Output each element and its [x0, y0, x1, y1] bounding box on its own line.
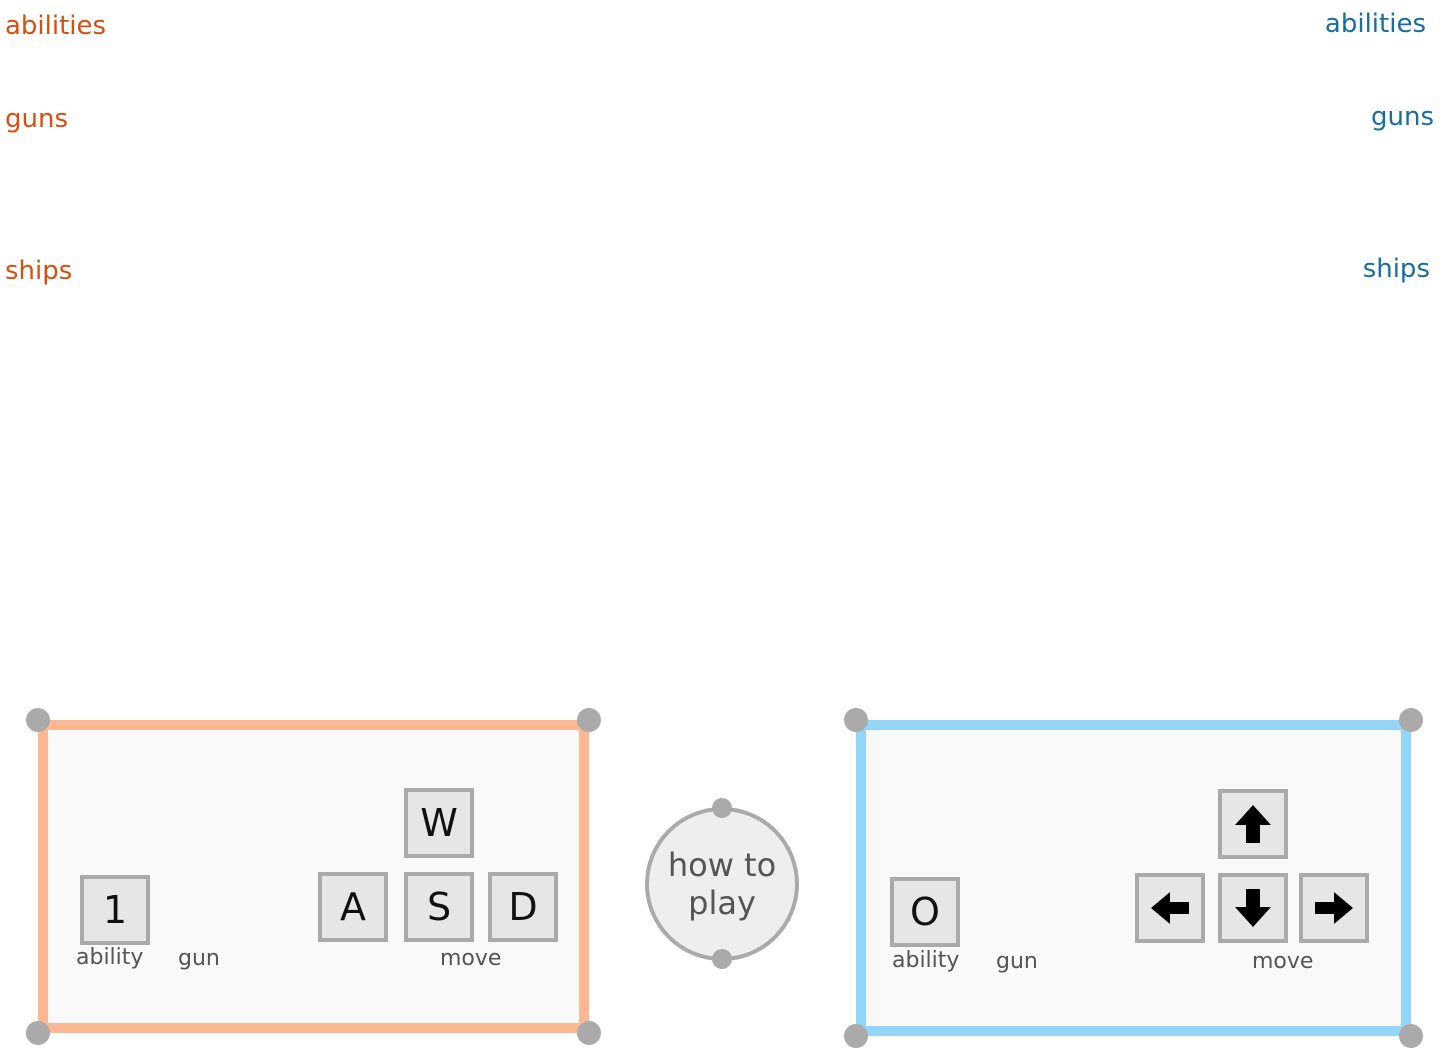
- arrow-up-icon: [1235, 805, 1271, 843]
- p1-move-left-key: A: [318, 872, 388, 942]
- p1-move-right-key: D: [488, 872, 558, 942]
- how-to-play-label: how to play: [667, 846, 777, 922]
- p1-panel-corner-handle: [577, 1021, 601, 1045]
- p2-panel-corner-handle: [844, 1024, 868, 1048]
- p1-move-caption: move: [440, 946, 502, 971]
- p1-ability-caption: ability: [76, 945, 144, 970]
- arrow-down-icon: [1235, 889, 1271, 927]
- p2-move-up-key: [1218, 789, 1288, 859]
- arrow-left-icon: [1151, 892, 1189, 924]
- p2-ability-key: O: [890, 877, 960, 947]
- p1-gun-caption: gun: [178, 946, 220, 971]
- p2-gun-caption: gun: [996, 949, 1038, 974]
- p1-abilities-link[interactable]: abilities: [5, 11, 107, 41]
- p1-panel-corner-handle: [26, 708, 50, 732]
- p2-panel-corner-handle: [1399, 708, 1423, 732]
- p2-move-down-key: [1218, 873, 1288, 943]
- p2-ability-caption: ability: [892, 948, 960, 973]
- p2-guns-link[interactable]: guns: [1370, 102, 1434, 132]
- p2-move-caption: move: [1252, 949, 1314, 974]
- p2-ships-link[interactable]: ships: [1362, 254, 1430, 284]
- how-to-play-bottom-knob: [712, 949, 732, 969]
- p1-ships-link[interactable]: ships: [5, 256, 73, 286]
- arrow-right-icon: [1315, 892, 1353, 924]
- how-to-play-button[interactable]: how to play: [645, 807, 799, 961]
- how-to-play-top-knob: [712, 798, 732, 818]
- p2-panel-corner-handle: [844, 708, 868, 732]
- p1-ability-key: 1: [80, 875, 150, 945]
- p1-guns-link[interactable]: guns: [5, 104, 69, 134]
- p2-move-right-key: [1299, 873, 1369, 943]
- p2-panel-corner-handle: [1399, 1024, 1423, 1048]
- p1-move-down-key: S: [404, 872, 474, 942]
- p1-move-up-key: W: [404, 788, 474, 858]
- p1-panel-corner-handle: [26, 1021, 50, 1045]
- p2-abilities-link[interactable]: abilities: [1324, 9, 1426, 39]
- p1-panel-corner-handle: [577, 708, 601, 732]
- p2-move-left-key: [1135, 873, 1205, 943]
